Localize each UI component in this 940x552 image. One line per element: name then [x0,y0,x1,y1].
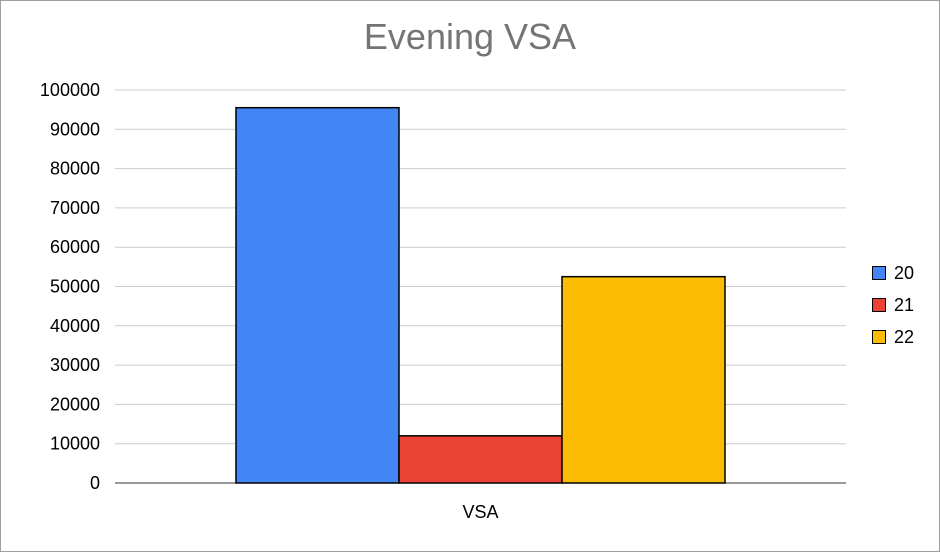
y-tick-label: 100000 [40,80,100,100]
bar-series-21 [398,435,563,484]
legend-swatch [872,266,886,280]
y-tick-label: 60000 [50,237,100,257]
legend-item: 22 [872,321,914,353]
legend-label: 20 [894,262,915,283]
legend-item: 20 [872,257,914,289]
y-tick-label: 0 [90,473,100,493]
y-tick-label: 90000 [50,119,100,139]
legend-swatch [872,330,886,344]
y-tick-label: 50000 [50,277,100,297]
legend-item: 21 [872,289,914,321]
x-tick-label: VSA [462,502,498,522]
y-tick-label: 10000 [50,434,100,454]
legend-label: 21 [894,294,915,315]
y-tick-label: 40000 [50,316,100,336]
y-tick-label: 70000 [50,198,100,218]
bar-series-22 [561,275,726,484]
legend: 20 21 22 [872,257,914,353]
y-tick-label: 30000 [50,355,100,375]
legend-label: 22 [894,326,915,347]
legend-swatch [872,298,886,312]
y-tick-label: 80000 [50,159,100,179]
bar-series-20 [235,106,400,484]
y-tick-label: 20000 [50,394,100,414]
chart-title: Evening VSA [363,16,577,57]
